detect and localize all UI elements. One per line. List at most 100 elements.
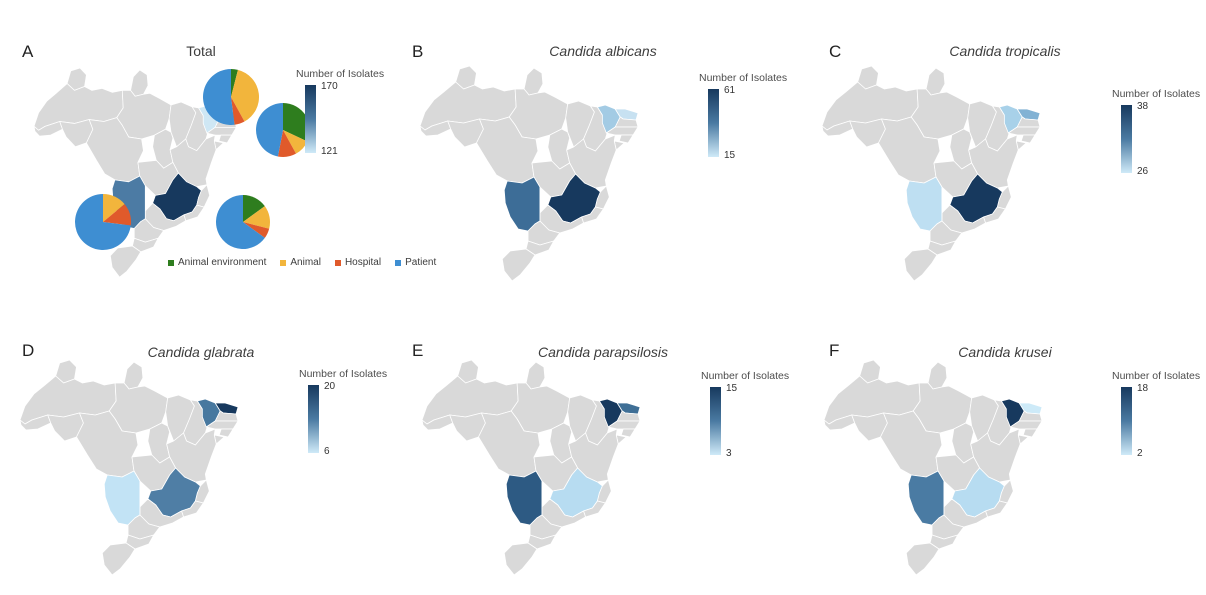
panel-letter: A xyxy=(22,42,34,61)
state-AL xyxy=(618,134,634,144)
state-AL xyxy=(218,428,234,438)
pie-chart-2 xyxy=(256,103,311,157)
pie-slice-animal-environment xyxy=(283,103,311,142)
pie-slice-animal xyxy=(283,130,308,154)
panel-a: A Total Animal environment Animal Hospital Pa… xyxy=(0,0,436,332)
colorbar-legend: Number of Isolates 38 26 xyxy=(1112,88,1201,177)
state-AP xyxy=(130,69,149,97)
pie-legend: Animal environment Animal Hospital Patient xyxy=(168,257,436,268)
state-AL xyxy=(218,134,233,144)
pie-slice-animal xyxy=(231,69,260,122)
state-AP xyxy=(523,67,544,96)
pie-slice-animal xyxy=(103,194,125,222)
pie-legend-label: Animal xyxy=(290,257,321,268)
pie-slice-patient xyxy=(256,103,283,157)
state-MS xyxy=(503,176,541,232)
colorbar-title: Number of Isolates xyxy=(1112,370,1201,382)
panel-c: C Candida tropicalis Number of Isolates 38 2… xyxy=(804,0,1206,332)
panel-title: Candida krusei xyxy=(958,344,1052,360)
colorbar-legend: Number of Isolates 61 15 xyxy=(699,72,788,161)
pie-legend-item: Patient xyxy=(395,257,436,268)
pie-slice-animal-environment xyxy=(231,69,238,97)
colorbar-title: Number of Isolates xyxy=(699,72,788,84)
pie-legend-label: Animal environment xyxy=(178,257,267,268)
colorbar-min-label: 2 xyxy=(1137,448,1143,459)
colorbar-max-label: 61 xyxy=(724,85,736,96)
state-MS xyxy=(505,470,543,526)
state-RS xyxy=(503,542,538,576)
colorbar-body: 61 15 xyxy=(708,85,787,161)
colorbar-title: Number of Isolates xyxy=(296,68,385,80)
colorbar-title: Number of Isolates xyxy=(1112,88,1201,100)
colorbar-max-label: 170 xyxy=(321,81,338,92)
colorbar-gradient xyxy=(1121,387,1132,455)
colorbar-legend: Number of Isolates 20 6 xyxy=(299,368,387,457)
state-MS xyxy=(905,176,943,232)
panel-d: D Candida glabrata Number of Isolates 20 6 xyxy=(0,332,402,595)
pie-slice-patient xyxy=(203,69,235,125)
pie-slice-hospital xyxy=(103,204,132,226)
state-MS xyxy=(907,470,945,526)
colorbar-gradient xyxy=(1121,105,1132,173)
state-RS xyxy=(903,248,938,282)
colorbar-body: 18 2 xyxy=(1121,383,1200,459)
hospital-swatch-icon xyxy=(334,259,341,266)
colorbar-max-label: 38 xyxy=(1137,101,1149,112)
colorbar-min-label: 121 xyxy=(321,146,338,157)
animal-swatch-icon xyxy=(280,259,287,266)
state-AL xyxy=(1020,134,1036,144)
colorbar-legend: Number of Isolates 15 3 xyxy=(701,370,790,459)
state-AP xyxy=(525,361,546,390)
state-AP xyxy=(123,361,144,390)
brazil-map xyxy=(824,360,1043,576)
state-RS xyxy=(501,248,536,282)
pie-legend-label: Hospital xyxy=(344,257,382,268)
colorbar-body: 170 121 xyxy=(305,81,384,157)
pie-chart-1 xyxy=(203,69,260,125)
pie-chart-4 xyxy=(215,195,270,249)
colorbar-legend: Number of Isolates 170 121 xyxy=(296,68,385,157)
panel-letter: C xyxy=(829,42,842,61)
pie-slice-hospital xyxy=(243,222,270,238)
animal-environment-swatch-icon xyxy=(168,259,174,266)
colorbar-title: Number of Isolates xyxy=(701,370,790,382)
pie-chart-3 xyxy=(75,194,132,250)
panel-title: Candida albicans xyxy=(549,43,657,59)
state-AL xyxy=(620,428,636,438)
pie-legend-label: Patient xyxy=(405,257,437,268)
colorbar-gradient xyxy=(308,385,319,453)
brazil-map xyxy=(822,66,1041,282)
pie-slice-hospital xyxy=(277,130,297,157)
patient-swatch-icon xyxy=(395,259,402,266)
colorbar-legend: Number of Isolates 18 2 xyxy=(1112,370,1201,459)
pie-slice-animal xyxy=(243,206,270,229)
pie-slice-patient xyxy=(215,195,265,249)
colorbar-gradient xyxy=(708,89,719,157)
colorbar-body: 15 3 xyxy=(710,383,789,459)
pie-slice-animal-environment xyxy=(243,195,265,222)
panel-e: E Candida parapsilosis Number of Isolates 1… xyxy=(402,332,804,595)
panel-title: Candida tropicalis xyxy=(949,43,1061,59)
pie-legend-item: Animal xyxy=(280,257,321,268)
state-RS xyxy=(905,542,940,576)
colorbar-min-label: 3 xyxy=(726,448,732,459)
colorbar-min-label: 15 xyxy=(724,150,736,161)
panel-title: Candida parapsilosis xyxy=(538,344,668,360)
state-AP xyxy=(925,67,946,96)
colorbar-body: 20 6 xyxy=(308,381,387,457)
pie-slice-hospital xyxy=(231,97,245,125)
panel-title: Candida glabrata xyxy=(147,344,255,360)
colorbar-min-label: 6 xyxy=(324,446,330,457)
brazil-map xyxy=(20,360,239,576)
panel-letter: D xyxy=(22,341,35,360)
brazil-map xyxy=(34,68,237,278)
pie-slice-patient xyxy=(75,194,131,250)
brazil-map xyxy=(422,360,641,576)
panel-letter: E xyxy=(412,341,424,360)
colorbar-max-label: 15 xyxy=(726,383,738,394)
state-RS xyxy=(101,542,136,576)
panel-b: B Candida albicans Number of Isolates 61 15 xyxy=(402,0,804,332)
panel-f: F Candida krusei Number of Isolates 18 2 xyxy=(804,332,1206,595)
colorbar-min-label: 26 xyxy=(1137,166,1149,177)
